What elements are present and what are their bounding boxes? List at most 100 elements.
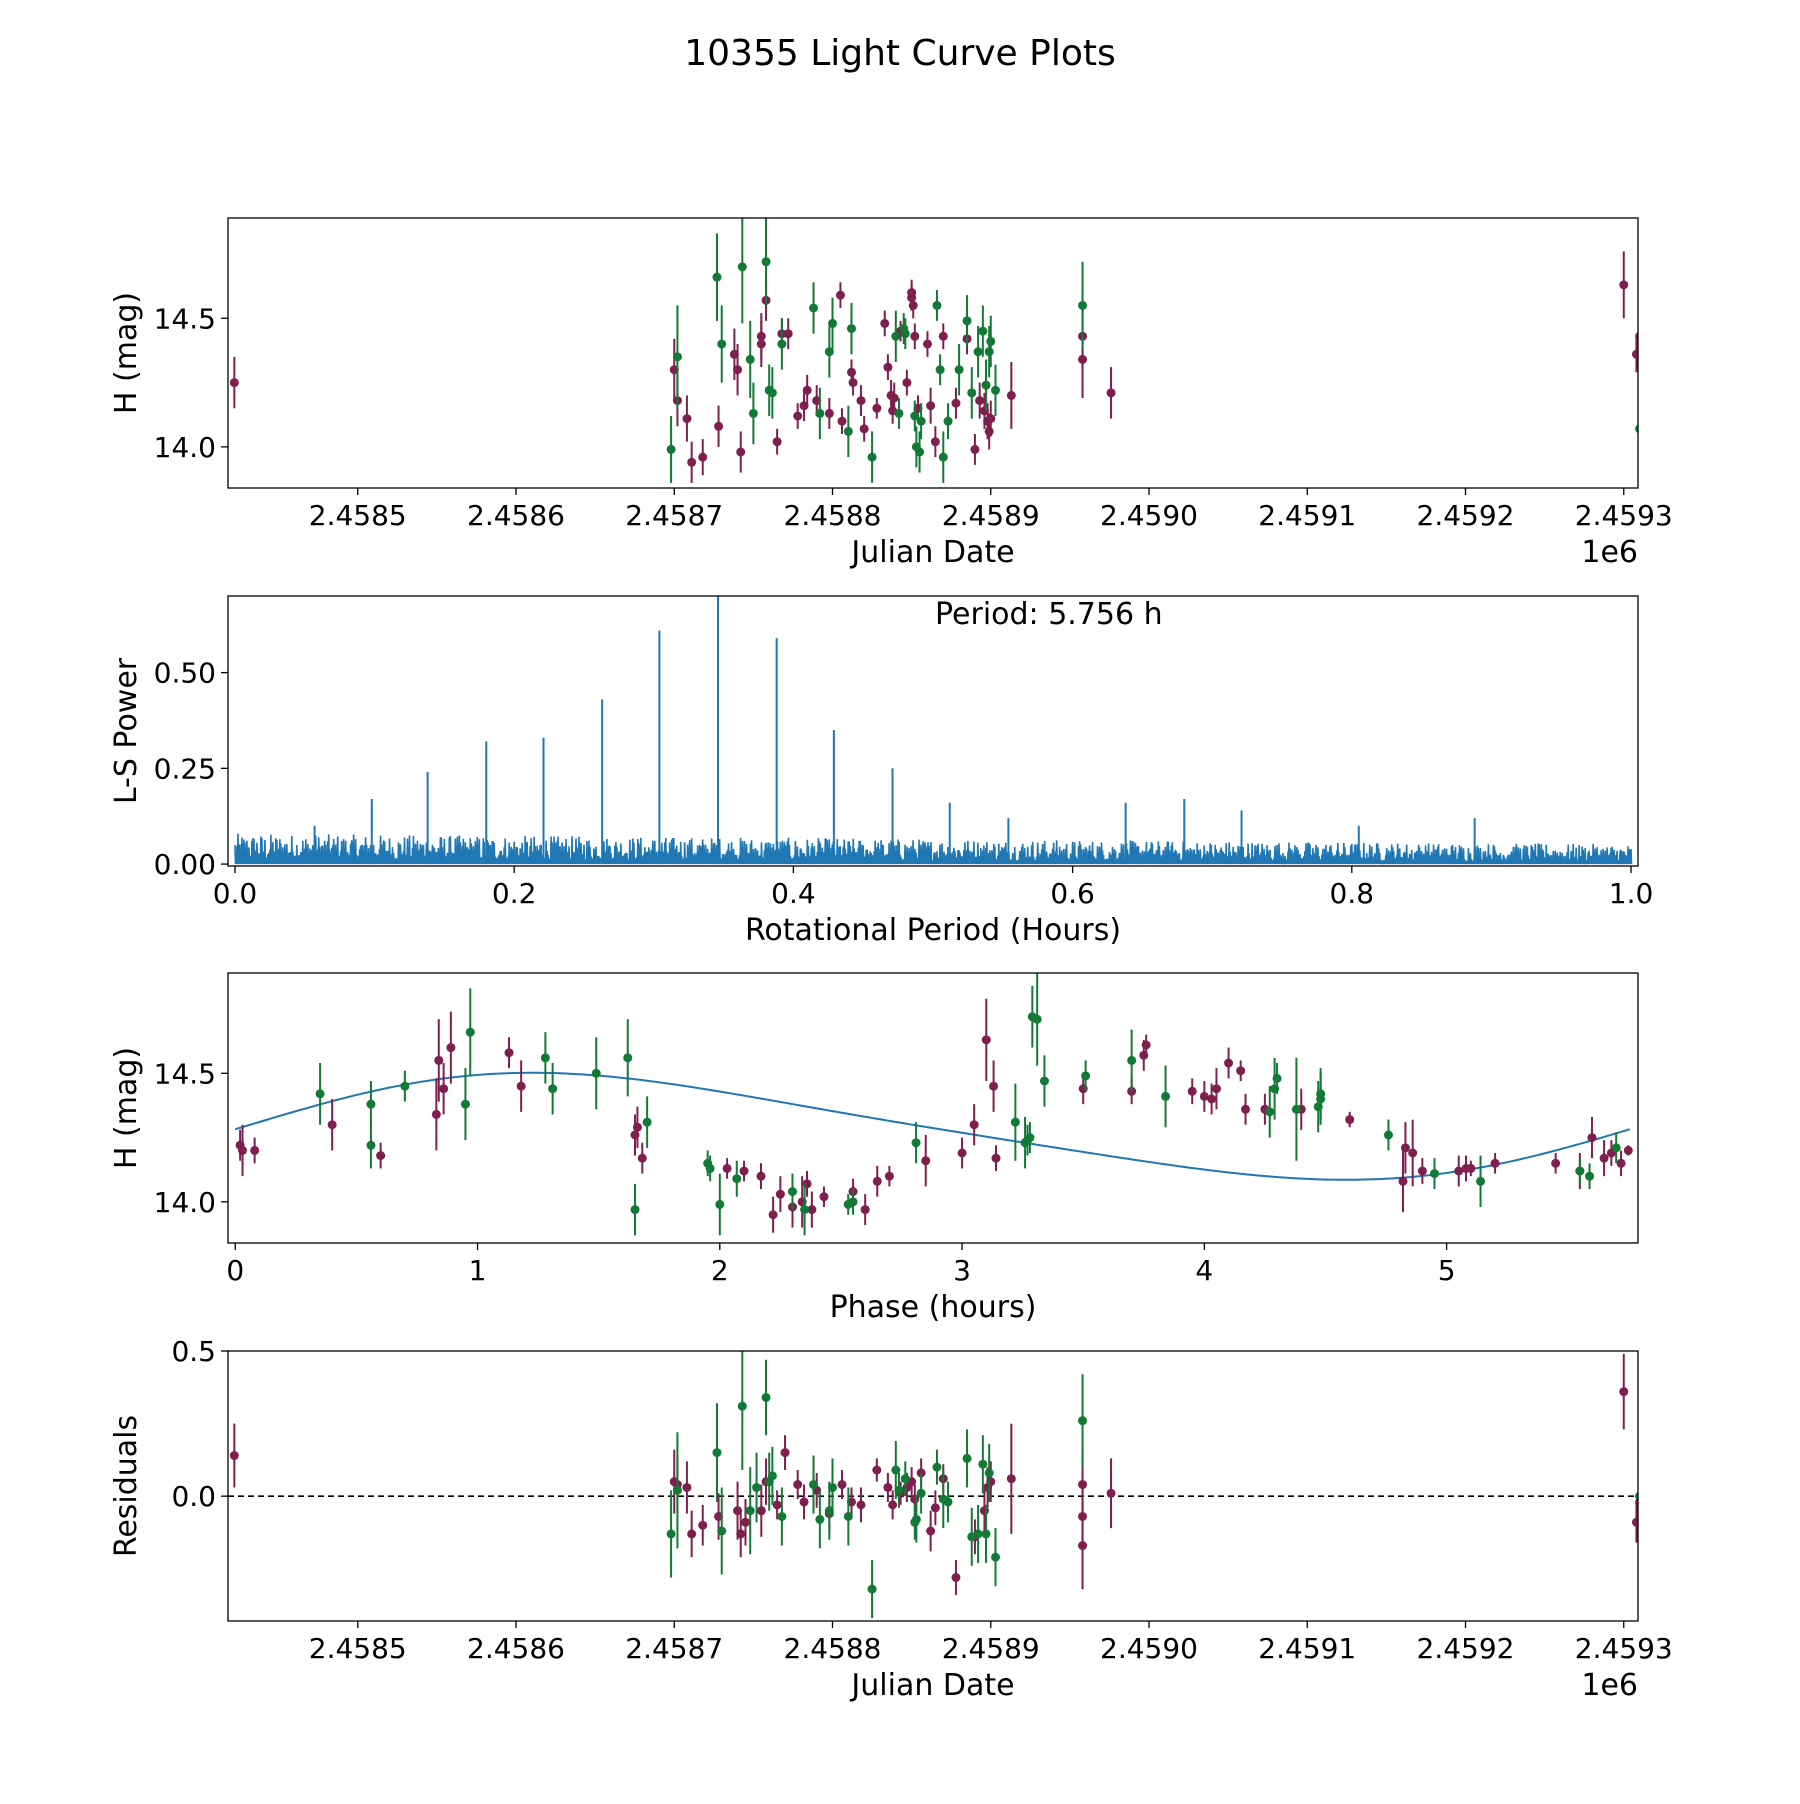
marker [672, 352, 682, 362]
data-point [916, 1472, 926, 1514]
data-point [745, 1467, 755, 1555]
marker [981, 1035, 991, 1045]
marker [799, 1497, 809, 1507]
data-point [1454, 1155, 1464, 1187]
marker [1635, 1491, 1638, 1501]
marker [1006, 390, 1016, 400]
marker [872, 1176, 882, 1186]
y-axis-label: H (mag) [109, 1047, 144, 1169]
data-point [910, 400, 920, 432]
data-point [859, 416, 869, 442]
x-tick-label: 1 [469, 1254, 487, 1287]
data-point [847, 302, 857, 355]
data-point [824, 326, 834, 378]
data-point [1187, 1078, 1197, 1105]
data-point [783, 318, 793, 350]
data-point [1270, 1057, 1280, 1120]
marker [1078, 1541, 1088, 1551]
marker [698, 452, 708, 462]
data-point [910, 323, 920, 350]
marker [843, 426, 853, 436]
marker [732, 1174, 742, 1184]
marker [991, 1153, 1001, 1163]
data-point [1081, 1060, 1091, 1092]
x-tick-label: 0.2 [492, 877, 537, 910]
data-point [1631, 1501, 1638, 1543]
data-point [748, 382, 758, 445]
marker [891, 1465, 901, 1475]
marker [250, 1145, 260, 1155]
data-point [975, 382, 985, 419]
marker [737, 1401, 747, 1411]
marker [431, 1109, 441, 1119]
data-point [1141, 1034, 1151, 1056]
marker [1078, 1416, 1088, 1426]
data-point [991, 1528, 1001, 1587]
data-point [1645, 1473, 1654, 1514]
marker [973, 347, 983, 357]
marker [1466, 1163, 1476, 1173]
x-tick-label: 2.4585 [309, 499, 407, 532]
data-point [504, 1037, 514, 1069]
data-point [1106, 1458, 1116, 1529]
marker [1551, 1158, 1561, 1168]
marker [986, 414, 996, 424]
data-point [642, 1096, 652, 1148]
x-axis-label: Julian Date [849, 535, 1014, 570]
x-tick-label: 0.6 [1050, 877, 1095, 910]
data-point [1006, 362, 1016, 429]
plot-area [234, 596, 1633, 865]
marker [1585, 1171, 1595, 1181]
marker [902, 378, 912, 388]
marker [737, 262, 747, 272]
marker [908, 300, 918, 310]
marker [1599, 1153, 1609, 1163]
data-point [434, 1019, 444, 1102]
data-point [1400, 1122, 1410, 1174]
data-point [591, 1037, 601, 1110]
marker [911, 1138, 921, 1148]
data-point [698, 439, 708, 476]
y-tick-label: 0.0 [171, 1480, 216, 1513]
marker [867, 452, 877, 462]
marker [1454, 1166, 1464, 1176]
data-point [548, 1063, 558, 1115]
data-point [815, 1490, 825, 1549]
data-point [984, 1443, 994, 1502]
axes-frame [227, 595, 1639, 867]
marker [768, 1210, 778, 1220]
y-tick-label: 0.50 [154, 657, 216, 690]
marker [591, 1068, 601, 1078]
marker [705, 1163, 715, 1173]
x-tick-label: 2.4586 [467, 1632, 565, 1665]
x-axis-label: Julian Date [849, 1668, 1014, 1703]
data-point [908, 292, 918, 319]
marker [1631, 349, 1638, 359]
marker [1417, 1166, 1427, 1176]
marker [1207, 1094, 1217, 1104]
x-tick-label: 2.4585 [309, 1632, 407, 1665]
marker [1106, 1488, 1116, 1498]
marker [1291, 1104, 1301, 1114]
marker [837, 1480, 847, 1490]
marker [809, 1480, 819, 1490]
data-point [780, 1435, 790, 1471]
marker [504, 1048, 514, 1058]
marker [883, 362, 893, 372]
data-point [802, 374, 812, 406]
data-point [891, 310, 901, 362]
data-point [970, 434, 980, 465]
data-point [1224, 1047, 1234, 1079]
marker [439, 1084, 449, 1094]
data-point [717, 1487, 727, 1575]
marker [1032, 1014, 1042, 1024]
marker [756, 1171, 766, 1181]
marker [900, 329, 910, 339]
data-point [1645, 316, 1654, 352]
marker [926, 401, 936, 411]
marker [910, 411, 920, 421]
data-point [761, 1359, 771, 1436]
marker [888, 1500, 898, 1510]
data-point [894, 398, 904, 429]
